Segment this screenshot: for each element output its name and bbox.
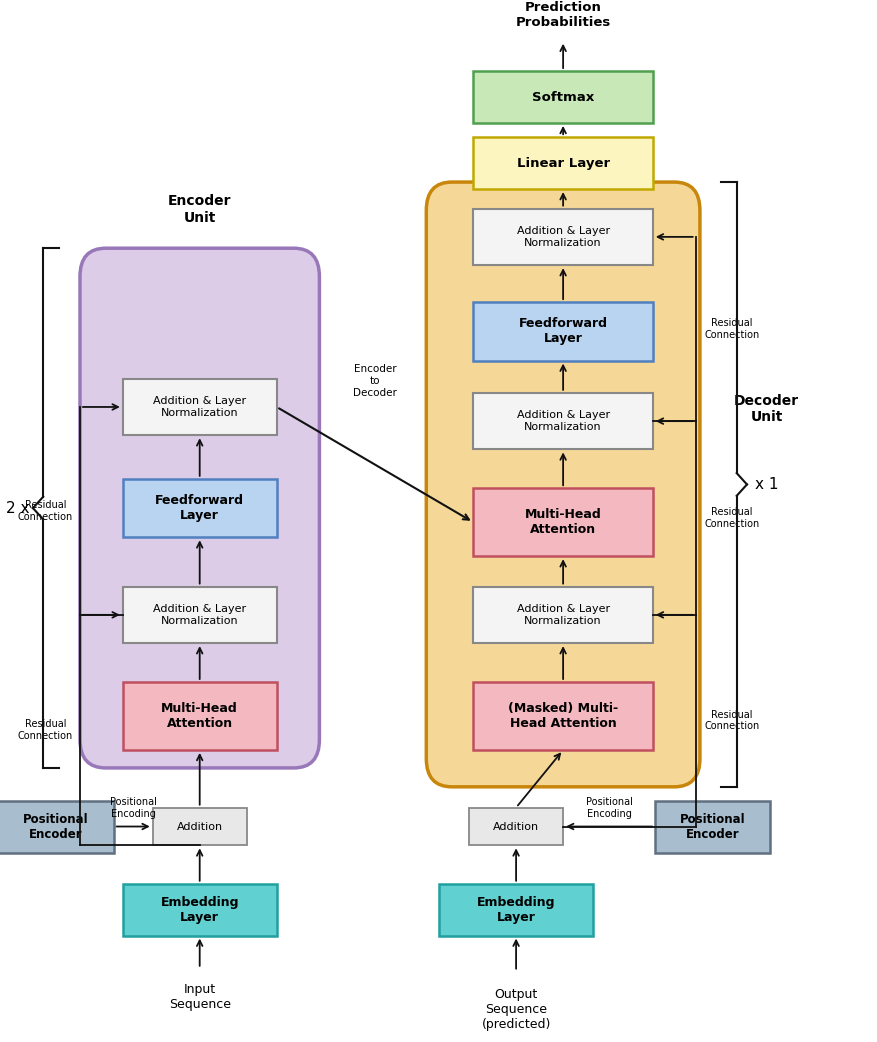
Bar: [123, 884, 276, 936]
Bar: [473, 302, 652, 361]
Text: Feedforward
Layer: Feedforward Layer: [518, 318, 607, 345]
Text: Encoder
to
Decoder: Encoder to Decoder: [353, 365, 396, 397]
Text: Multi-Head
Attention: Multi-Head Attention: [524, 508, 601, 537]
Text: Softmax: Softmax: [531, 91, 594, 103]
Text: 2 x: 2 x: [6, 500, 29, 516]
Text: Addition & Layer
Normalization: Addition & Layer Normalization: [153, 604, 246, 625]
Text: Residual
Connection: Residual Connection: [703, 318, 759, 340]
Text: Embedding
Layer: Embedding Layer: [160, 896, 239, 923]
Text: Positional
Encoder: Positional Encoder: [23, 813, 89, 841]
Text: Decoder
Unit: Decoder Unit: [733, 394, 798, 424]
Bar: [473, 208, 652, 266]
Text: Encoder
Unit: Encoder Unit: [168, 195, 232, 225]
Text: Addition: Addition: [176, 821, 223, 832]
Text: Addition & Layer
Normalization: Addition & Layer Normalization: [516, 604, 609, 625]
Text: Residual
Connection: Residual Connection: [703, 710, 759, 731]
Text: Linear Layer: Linear Layer: [516, 156, 609, 170]
Text: Prediction
Probabilities: Prediction Probabilities: [515, 0, 610, 28]
Bar: [654, 800, 770, 852]
Bar: [473, 138, 652, 190]
Text: Positional
Encoding: Positional Encoding: [585, 797, 631, 819]
Bar: [473, 71, 652, 123]
Text: Feedforward
Layer: Feedforward Layer: [155, 494, 244, 522]
Text: Residual
Connection: Residual Connection: [18, 719, 73, 741]
Bar: [153, 808, 246, 845]
Text: Input
Sequence: Input Sequence: [168, 983, 231, 1011]
Bar: [473, 393, 652, 449]
Bar: [473, 587, 652, 643]
Bar: [123, 681, 276, 750]
Text: (Masked) Multi-
Head Attention: (Masked) Multi- Head Attention: [508, 702, 617, 730]
Text: Addition & Layer
Normalization: Addition & Layer Normalization: [153, 396, 246, 418]
Text: Addition: Addition: [493, 821, 538, 832]
Bar: [123, 378, 276, 436]
Text: Residual
Connection: Residual Connection: [703, 507, 759, 528]
Text: Embedding
Layer: Embedding Layer: [476, 896, 554, 923]
FancyBboxPatch shape: [426, 182, 699, 787]
Text: Residual
Connection: Residual Connection: [18, 500, 73, 522]
Text: Output
Sequence
(predicted): Output Sequence (predicted): [481, 988, 550, 1031]
Bar: [473, 489, 652, 556]
Bar: [468, 808, 562, 845]
Bar: [438, 884, 592, 936]
Bar: [123, 478, 276, 538]
Bar: [123, 587, 276, 643]
Text: Positional
Encoder: Positional Encoder: [679, 813, 745, 841]
Text: Addition & Layer
Normalization: Addition & Layer Normalization: [516, 226, 609, 248]
Text: Positional
Encoding: Positional Encoding: [110, 797, 156, 819]
Bar: [0, 800, 114, 852]
FancyBboxPatch shape: [80, 248, 319, 768]
Text: x 1: x 1: [754, 477, 778, 492]
Text: Multi-Head
Attention: Multi-Head Attention: [161, 702, 238, 730]
Text: Addition & Layer
Normalization: Addition & Layer Normalization: [516, 411, 609, 432]
Bar: [473, 681, 652, 750]
